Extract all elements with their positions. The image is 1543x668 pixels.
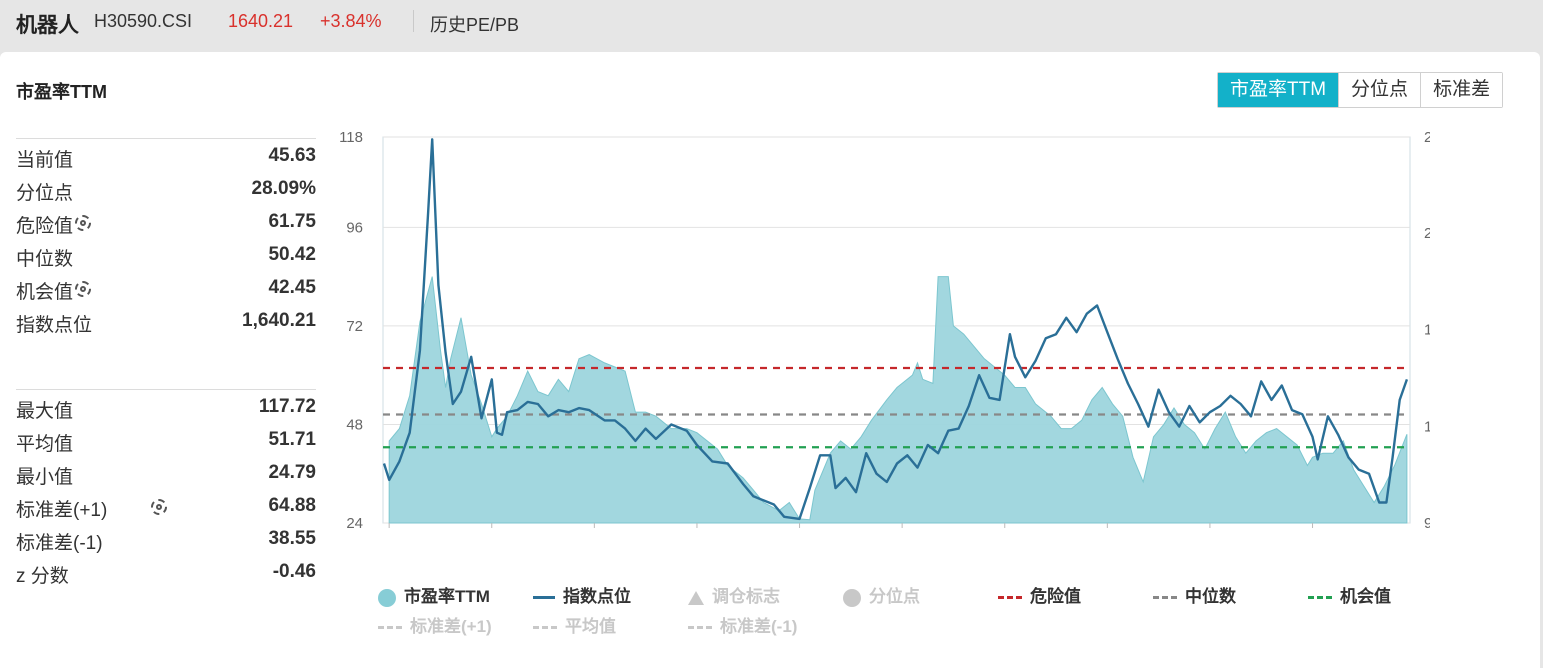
y-left-tick-label: 96 — [346, 219, 363, 236]
stat-label: 分位点 — [16, 183, 74, 204]
y-left-tick-label: 48 — [346, 416, 363, 433]
stat-label: 当前值 — [16, 150, 74, 171]
tab-percentile[interactable]: 分位点 — [1338, 73, 1421, 107]
circle-marker-icon — [843, 588, 861, 607]
legend-item[interactable]: 市盈率TTM — [378, 582, 490, 607]
stat-label: z 分数 — [16, 566, 69, 587]
stat-label: 平均值 — [16, 434, 74, 455]
stats-divider — [16, 389, 316, 390]
legend-label: 中位数 — [1185, 587, 1236, 606]
stat-row: 最小值 24.79 — [16, 456, 316, 489]
legend-item[interactable]: 标准差(+1) — [378, 612, 492, 637]
stat-value: 64.88 — [268, 495, 316, 516]
gear-icon[interactable] — [151, 499, 167, 515]
y-right-tick-label: 1,411 — [1424, 418, 1430, 435]
stat-row: 当前值 45.63 — [16, 139, 316, 172]
legend-label: 分位点 — [869, 587, 920, 606]
stat-label: 指数点位 — [16, 315, 93, 336]
index-code: H30590.CSI — [94, 11, 193, 31]
panel-title: 市盈率TTM — [16, 82, 107, 102]
stat-row: z 分数 -0.46 — [16, 555, 316, 588]
stat-row: 机会值 42.45 — [16, 271, 316, 304]
legend-item[interactable]: 调仓标志 — [688, 582, 780, 607]
dash-marker-icon — [533, 626, 557, 630]
legend-item[interactable]: 分位点 — [843, 582, 920, 607]
legend-item[interactable]: 指数点位 — [533, 582, 631, 607]
pe-chart: 244872961189401,4111,8822,3532,82115-01-… — [339, 132, 1430, 532]
stat-label: 最小值 — [16, 467, 74, 488]
stat-value: 45.63 — [268, 145, 316, 166]
dash-marker-icon — [688, 626, 712, 630]
stat-row: 指数点位 1,640.21 — [16, 304, 316, 337]
stat-value: 38.55 — [268, 528, 316, 549]
stat-label: 中位数 — [16, 249, 74, 270]
stat-row: 危险值 61.75 — [16, 205, 316, 238]
triangle-marker-icon — [688, 590, 704, 605]
stat-value: 51.71 — [268, 429, 316, 450]
index-line-series — [382, 138, 1409, 521]
legend-label: 危险值 — [1030, 587, 1081, 606]
stat-row: 最大值 117.72 — [16, 390, 316, 423]
tab-std-dev[interactable]: 标准差 — [1420, 73, 1503, 107]
legend-label: 指数点位 — [563, 587, 631, 606]
legend-label: 机会值 — [1340, 587, 1391, 606]
pe-area-series — [388, 276, 1408, 524]
dash-marker-icon — [1308, 596, 1332, 600]
tab-pe-ttm[interactable]: 市盈率TTM — [1218, 73, 1339, 107]
circle-marker-icon — [378, 588, 396, 607]
stats-current: 当前值 45.63 分位点 28.09% 危险值 61.75 中位数 50.42 机会值 42.4… — [16, 138, 316, 337]
stat-value: 61.75 — [268, 211, 316, 232]
stat-value: 50.42 — [268, 244, 316, 265]
y-left-tick-label: 24 — [346, 515, 363, 532]
legend-item[interactable]: 平均值 — [533, 612, 616, 637]
stat-row: 标准差(+1) 64.88 — [16, 489, 316, 522]
dash-marker-icon — [998, 596, 1022, 600]
stats-divider — [16, 138, 316, 139]
stat-label: 标准差(-1) — [16, 533, 103, 554]
legend-label: 调仓标志 — [712, 587, 780, 606]
stat-value: 28.09% — [251, 178, 316, 199]
legend-label: 市盈率TTM — [404, 587, 490, 606]
y-right-tick-label: 2,353 — [1424, 225, 1430, 242]
stat-value: -0.46 — [272, 561, 316, 582]
index-name: 机器人 — [16, 14, 79, 37]
gear-icon[interactable] — [75, 215, 91, 231]
dash-marker-icon — [378, 626, 402, 630]
y-right-tick-label: 1,882 — [1424, 322, 1430, 339]
stat-label: 最大值 — [16, 401, 74, 422]
top-bar: 机器人 H30590.CSI 1640.21 +3.84% 历史PE/PB — [0, 0, 1543, 44]
stat-label: 机会值 — [16, 282, 74, 303]
stat-row: 分位点 28.09% — [16, 172, 316, 205]
index-change: +3.84% — [320, 11, 382, 31]
stat-label: 标准差(+1) — [16, 500, 108, 521]
section-title[interactable]: 历史PE/PB — [430, 15, 520, 35]
y-right-tick-label: 940 — [1424, 515, 1430, 532]
gear-icon[interactable] — [75, 281, 91, 297]
y-right-tick-label: 2,821 — [1424, 132, 1430, 146]
valuation-panel: 市盈率TTM 市盈率TTM 分位点 标准差 当前值 45.63 分位点 28.09% 危… — [0, 52, 1540, 668]
y-left-tick-label: 72 — [346, 318, 363, 335]
stat-row: 平均值 51.71 — [16, 423, 316, 456]
legend-item[interactable]: 中位数 — [1153, 582, 1236, 607]
header-divider — [413, 10, 414, 32]
stat-value: 24.79 — [268, 462, 316, 483]
y-left-tick-label: 118 — [339, 132, 363, 146]
line-marker-icon — [533, 596, 555, 600]
stat-label: 危险值 — [16, 216, 74, 237]
stat-value: 117.72 — [258, 396, 316, 417]
dash-marker-icon — [1153, 596, 1177, 600]
metric-tabs: 市盈率TTM 分位点 标准差 — [1217, 72, 1504, 108]
legend-item[interactable]: 标准差(-1) — [688, 612, 797, 637]
stat-value: 42.45 — [268, 277, 316, 298]
stats-history: 最大值 117.72 平均值 51.71 最小值 24.79 标准差(+1) 64.88 标准差… — [16, 389, 316, 588]
stat-value: 1,640.21 — [242, 310, 316, 331]
legend-label: 平均值 — [565, 617, 616, 636]
legend-item[interactable]: 机会值 — [1308, 582, 1391, 607]
stat-row: 标准差(-1) 38.55 — [16, 522, 316, 555]
legend-label: 标准差(-1) — [720, 617, 798, 636]
legend-label: 标准差(+1) — [410, 617, 492, 636]
legend-item[interactable]: 危险值 — [998, 582, 1081, 607]
index-price: 1640.21 — [228, 11, 294, 31]
stat-row: 中位数 50.42 — [16, 238, 316, 271]
